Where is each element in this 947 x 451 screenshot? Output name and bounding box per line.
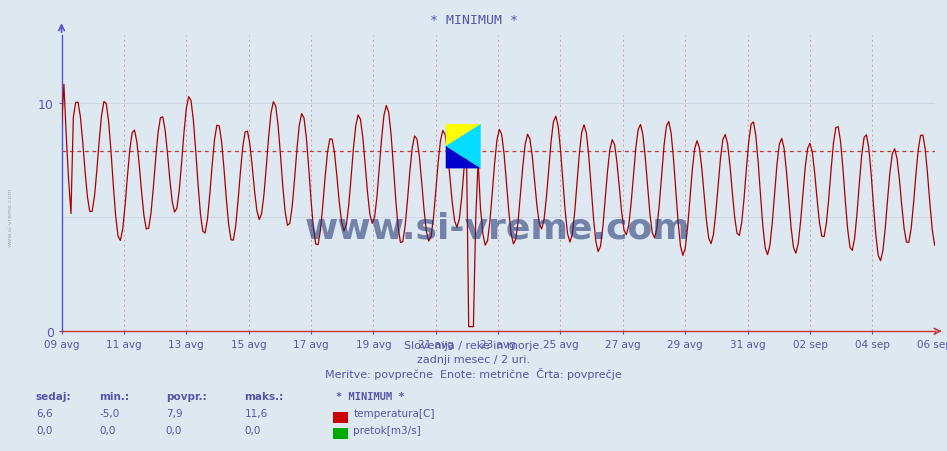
Text: * MINIMUM *: * MINIMUM * — [430, 14, 517, 27]
Text: 0,0: 0,0 — [36, 425, 52, 435]
Text: 6,6: 6,6 — [36, 408, 53, 418]
Text: 0,0: 0,0 — [99, 425, 116, 435]
Text: www.si-vreme.com: www.si-vreme.com — [305, 211, 691, 245]
Text: www.si-vreme.com: www.si-vreme.com — [8, 187, 12, 246]
Text: temperatura[C]: temperatura[C] — [353, 408, 435, 418]
Text: 0,0: 0,0 — [244, 425, 260, 435]
Text: Slovenija / reke in morje.: Slovenija / reke in morje. — [404, 341, 543, 350]
Text: pretok[m3/s]: pretok[m3/s] — [353, 425, 421, 435]
Text: 7,9: 7,9 — [166, 408, 183, 418]
Text: Meritve: povprečne  Enote: metrične  Črta: povprečje: Meritve: povprečne Enote: metrične Črta:… — [325, 368, 622, 380]
Text: zadnji mesec / 2 uri.: zadnji mesec / 2 uri. — [417, 354, 530, 364]
Polygon shape — [446, 124, 481, 147]
Polygon shape — [446, 124, 481, 169]
Text: 0,0: 0,0 — [166, 425, 182, 435]
Text: sedaj:: sedaj: — [36, 391, 72, 401]
Text: -5,0: -5,0 — [99, 408, 119, 418]
Polygon shape — [446, 147, 481, 169]
Text: * MINIMUM *: * MINIMUM * — [336, 391, 405, 401]
Text: 11,6: 11,6 — [244, 408, 268, 418]
Text: maks.:: maks.: — [244, 391, 283, 401]
Text: povpr.:: povpr.: — [166, 391, 206, 401]
Text: min.:: min.: — [99, 391, 130, 401]
